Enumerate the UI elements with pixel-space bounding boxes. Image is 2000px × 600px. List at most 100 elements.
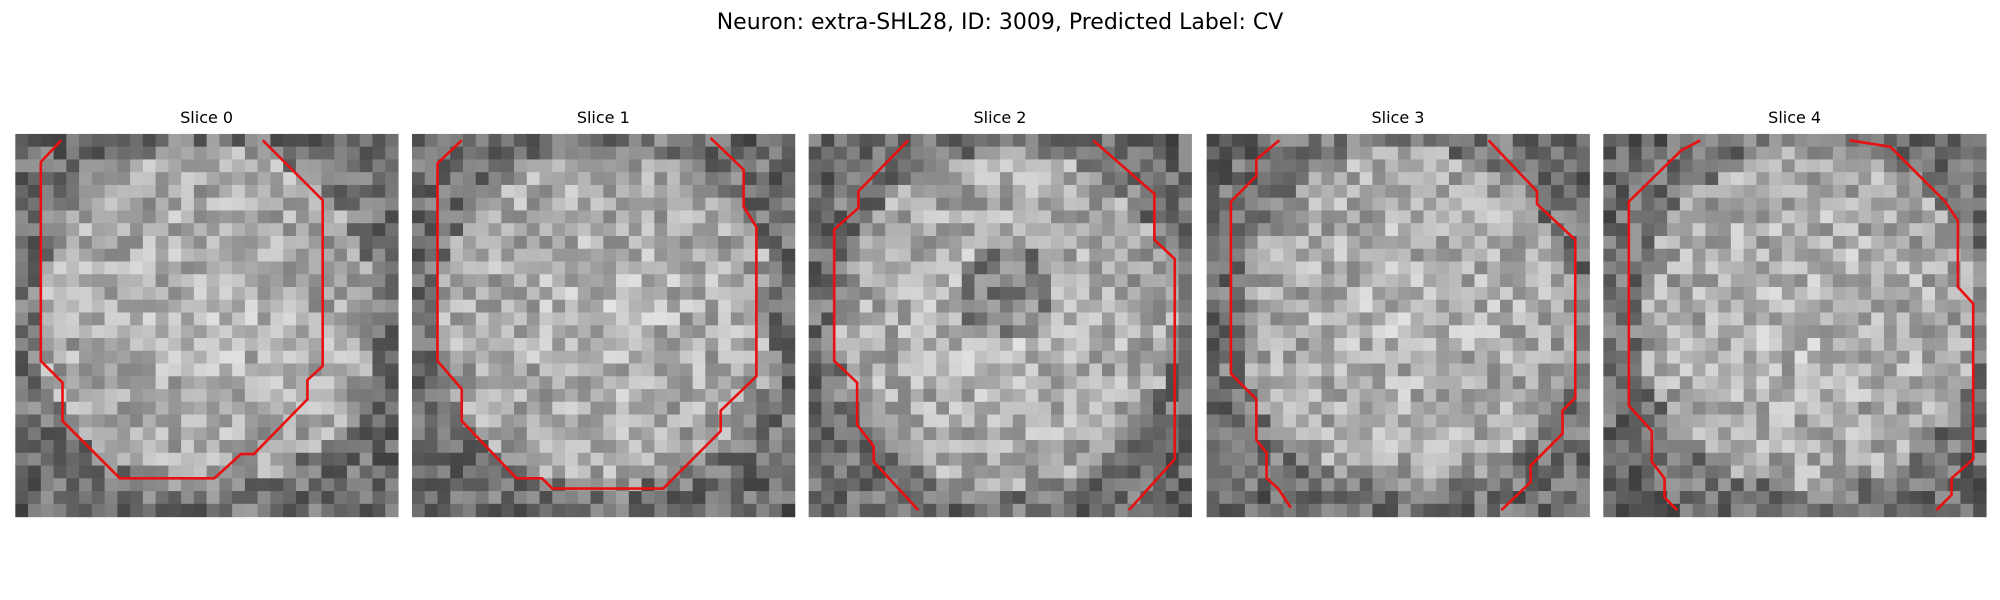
pixel	[1334, 465, 1348, 479]
pixel	[948, 312, 963, 326]
pixel	[91, 427, 106, 441]
pixel	[808, 440, 823, 454]
pixel	[1346, 465, 1361, 479]
pixel	[948, 299, 963, 314]
pixel	[552, 172, 566, 186]
pixel	[1359, 376, 1374, 390]
pixel	[885, 389, 899, 403]
pixel	[155, 286, 169, 301]
pixel	[1012, 146, 1027, 161]
pixel	[1102, 197, 1116, 212]
pixel	[450, 338, 464, 352]
pixel	[219, 172, 233, 186]
pixel	[1270, 376, 1284, 390]
pixel	[552, 363, 566, 377]
pixel	[142, 427, 157, 441]
pixel	[603, 299, 617, 314]
pixel	[1038, 274, 1052, 288]
pixel	[1257, 465, 1272, 479]
pixel	[974, 210, 988, 224]
pixel	[1372, 503, 1386, 518]
pixel	[1257, 491, 1272, 505]
pixel	[834, 146, 848, 161]
pixel	[1257, 197, 1272, 212]
pixel	[104, 325, 118, 339]
pixel	[834, 465, 848, 479]
pixel	[1410, 440, 1425, 454]
pixel	[1858, 440, 1872, 454]
pixel	[1063, 261, 1078, 275]
pixel	[1359, 146, 1374, 161]
pixel	[1667, 210, 1681, 224]
pixel	[1165, 197, 1180, 212]
pixel	[679, 184, 694, 199]
pixel	[463, 184, 477, 199]
pixel	[641, 235, 655, 250]
pixel	[1232, 133, 1246, 148]
pixel	[1947, 414, 1962, 428]
pixel	[1372, 223, 1386, 237]
pixel	[1603, 389, 1617, 403]
pixel	[821, 197, 835, 212]
pixel	[654, 338, 668, 352]
pixel	[1283, 184, 1297, 199]
pixel	[834, 235, 848, 250]
slice-image	[808, 133, 1192, 518]
pixel	[718, 299, 732, 314]
pixel	[1718, 312, 1732, 326]
pixel	[1487, 440, 1501, 454]
pixel	[1743, 312, 1757, 326]
pixel	[193, 376, 208, 390]
pixel	[769, 389, 783, 403]
pixel	[667, 503, 681, 518]
pixel	[565, 146, 579, 161]
pixel	[1295, 235, 1310, 250]
pixel	[1114, 350, 1129, 365]
pixel	[1385, 503, 1399, 518]
pixel	[718, 491, 732, 505]
pixel	[1563, 261, 1578, 275]
pixel	[1487, 274, 1501, 288]
pixel	[987, 401, 1001, 416]
pixel	[1616, 210, 1630, 224]
pixel	[1960, 235, 1974, 250]
pixel	[654, 146, 668, 161]
pixel	[1474, 299, 1488, 314]
pixel	[1270, 465, 1284, 479]
pixel	[1525, 363, 1539, 377]
pixel	[1206, 452, 1220, 467]
pixel	[488, 350, 502, 365]
pixel	[1871, 503, 1885, 518]
pixel	[769, 452, 783, 467]
pixel	[1257, 248, 1272, 263]
pixel	[450, 261, 464, 275]
pixel	[1934, 363, 1949, 377]
pixel	[1461, 184, 1476, 199]
pixel	[1934, 376, 1949, 390]
pixel	[808, 491, 823, 505]
pixel	[679, 210, 694, 224]
pixel	[1883, 299, 1898, 314]
pixel	[1346, 261, 1361, 275]
pixel	[679, 478, 694, 492]
pixel	[552, 248, 566, 263]
pixel	[1820, 389, 1834, 403]
pixel	[781, 133, 796, 148]
pixel	[130, 427, 144, 441]
pixel	[206, 235, 220, 250]
pixel	[1500, 299, 1514, 314]
pixel	[1283, 414, 1297, 428]
pixel	[1960, 350, 1974, 365]
pixel	[385, 465, 399, 479]
pixel	[1820, 286, 1834, 301]
pixel	[1794, 427, 1808, 441]
pixel	[961, 299, 976, 314]
pixel	[692, 184, 706, 199]
pixel	[1089, 312, 1103, 326]
pixel	[821, 235, 835, 250]
pixel	[834, 363, 848, 377]
pixel	[565, 452, 579, 467]
pixel	[1871, 159, 1885, 173]
pixel	[1025, 235, 1039, 250]
pixel	[168, 452, 182, 467]
